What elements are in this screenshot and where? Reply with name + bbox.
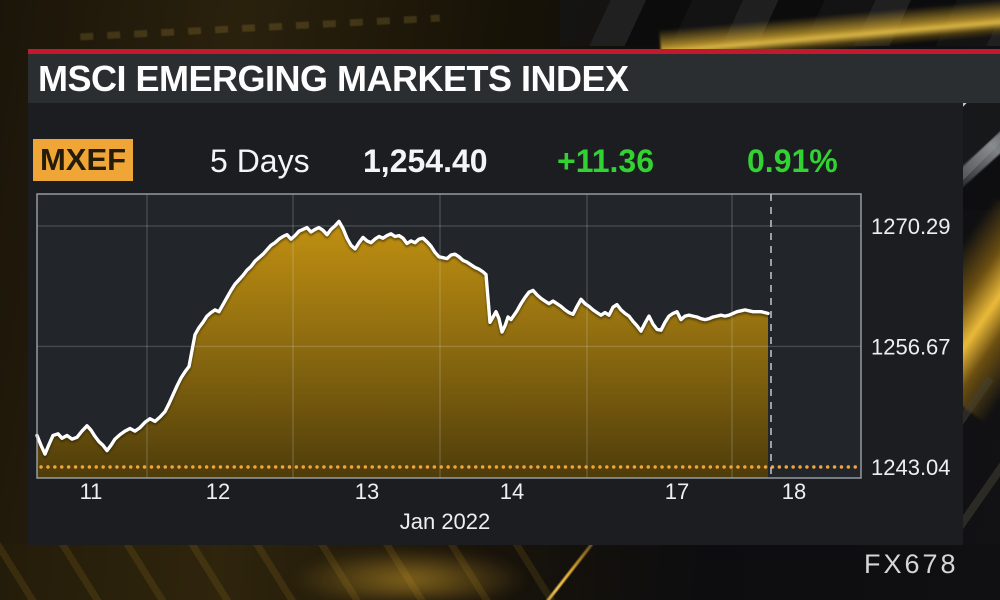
price-change: +11.36: [557, 143, 654, 179]
x-tick-label: 17: [665, 479, 689, 504]
x-tick-label: 11: [80, 479, 103, 504]
y-tick-label: 1256.67: [871, 334, 951, 359]
bg-dark-diagonal-bands: [560, 0, 1000, 46]
quote-row: MXEF 5 Days 1,254.40 +11.36 0.91%: [28, 103, 963, 191]
area-fill: [37, 221, 768, 478]
bg-gold-streaks-bottom: [0, 540, 560, 600]
ticker-badge: MXEF: [33, 139, 133, 181]
bg-gold-dashes: [80, 14, 440, 41]
bg-bottom-band: [0, 544, 1000, 600]
x-axis-label: Jan 2022: [400, 509, 491, 534]
x-tick-label: 18: [782, 479, 806, 504]
price-line: [35, 219, 770, 456]
bg-gold-glow-bottom: [290, 548, 530, 600]
x-tick-label: 13: [355, 479, 379, 504]
title-bar: MSCI EMERGING MARKETS INDEX: [28, 54, 1000, 103]
page-title: MSCI EMERGING MARKETS INDEX: [38, 58, 629, 99]
price-change-percent: 0.91%: [747, 143, 838, 179]
last-price: 1,254.40: [363, 143, 488, 179]
x-tick-label: 14: [500, 479, 524, 504]
plot-border: [36, 193, 862, 479]
y-tick-label: 1270.29: [871, 214, 951, 239]
price-chart: 11 12 13 14 17 18 Jan 2022 1270.29 1256.67 1243.0…: [35, 193, 951, 534]
watermark-label: FX678: [864, 549, 959, 579]
chart-panel: 11 12 13 14 17 18 Jan 2022 1270.29 1256.67 1243.0…: [28, 103, 963, 545]
period-label: 5 Days: [210, 143, 310, 179]
red-accent-bar: [28, 49, 1000, 54]
x-tick-label: 12: [206, 479, 230, 504]
y-tick-label: 1243.04: [871, 455, 951, 480]
